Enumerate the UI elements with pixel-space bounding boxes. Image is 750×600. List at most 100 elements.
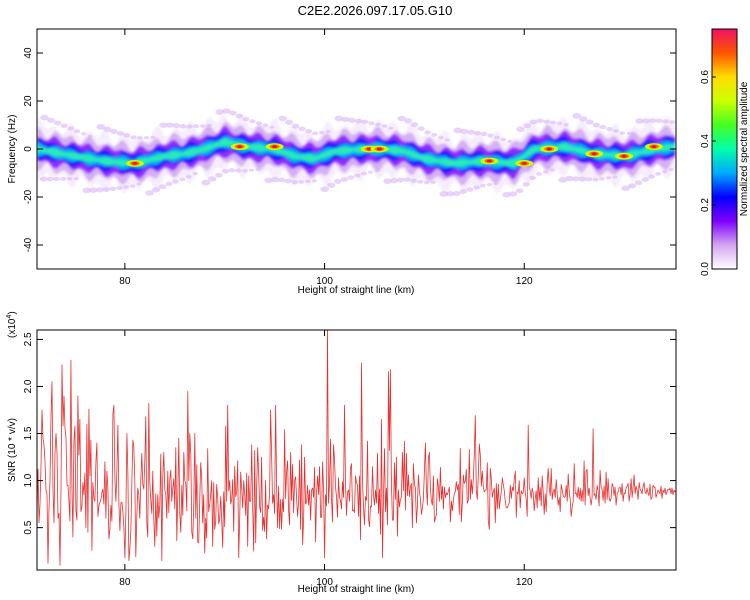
spectrogram-speckle [542, 170, 549, 174]
colorbar-tick-label-1: 0.2 [700, 198, 711, 212]
spectrogram-speckle [486, 182, 493, 187]
spectrogram-contour-5 [37, 138, 675, 168]
spectrogram-speckle [417, 179, 424, 184]
spectrogram-y-label: Frequency (Hz) [7, 115, 18, 184]
spectrogram-x-tick-label-2: 120 [516, 276, 533, 287]
colorbar-label: Normalized spectral amplitude [739, 81, 750, 216]
spectrogram-speckle [397, 115, 406, 122]
spectrogram-speckle [186, 124, 193, 129]
spectrogram-speckle [215, 109, 225, 115]
spectrogram-speckle [305, 129, 312, 134]
spectrogram-y-ticks: -40 -20 0 20 40 [23, 47, 676, 252]
snr-x-label: Height of straight line (km) [298, 584, 415, 595]
spectrogram-speckle [221, 168, 230, 174]
spectrogram-speckle [507, 139, 513, 143]
spectrogram-speckle [585, 177, 593, 182]
spectrogram-speckle [668, 167, 674, 172]
spectrogram-speckle [579, 116, 588, 122]
spectrogram-speckle [550, 120, 557, 125]
spectrogram-speckle [255, 121, 262, 126]
spectrogram-speckle [635, 118, 644, 124]
snr-x-tick-label-1: 100 [316, 577, 333, 588]
spectrogram-speckle [655, 118, 663, 124]
spectrogram-energy-band [37, 113, 675, 194]
snr-y-tick-label-2: 1.5 [23, 426, 34, 440]
spectrogram-speckle [66, 177, 73, 181]
spectrogram-speckle [95, 187, 104, 193]
spectrogram-speckle [453, 127, 463, 134]
spectrogram-speckle [214, 172, 223, 178]
spectrogram-speckle [298, 126, 306, 132]
spectrogram-speckle [669, 120, 676, 124]
spectrogram-speckle [325, 129, 331, 134]
spectrogram-speckle [466, 187, 474, 192]
spectrogram-speckle [47, 117, 56, 123]
snr-y-tick-label-0: 0.5 [23, 520, 34, 534]
spectrogram-speckle [327, 182, 336, 188]
spectrogram-speckle [74, 129, 81, 134]
snr-frame [36, 329, 677, 571]
spectrogram-speckle [515, 188, 524, 194]
spectrogram-speckle [598, 176, 605, 181]
spectrogram-speckle [39, 176, 48, 182]
snr-y-tick-label-3: 2.0 [23, 379, 34, 393]
spectrogram-speckle [248, 168, 255, 172]
spectrogram-speckle [410, 122, 419, 128]
spectrogram-speckle [255, 167, 261, 171]
spectrogram-panel: 80 100 120 -40 -20 0 20 40 Height of straight … [7, 28, 677, 296]
spectrogram-speckle [109, 186, 117, 191]
spectrogram-speckle [641, 177, 649, 182]
spectrogram-speckle [206, 123, 212, 127]
spectrogram-speckle [271, 176, 280, 183]
spectrogram-speckle [46, 176, 54, 182]
spectrogram-speckle [129, 184, 136, 188]
spectrogram-speckle [201, 179, 211, 186]
spectrogram-speckle [269, 125, 275, 129]
spectrogram-speckle [150, 135, 156, 139]
spectrogram-speckle [145, 190, 154, 196]
snr-series-line [37, 330, 676, 566]
spectrogram-speckle [558, 176, 568, 183]
spectrogram-speckle [123, 133, 131, 138]
spectrogram-speckle [523, 122, 532, 129]
snr-y-ticks: 0.5 1.0 1.5 2.0 2.5 [23, 332, 676, 535]
spectrogram-speckle [479, 183, 486, 188]
spectrogram-speckle [193, 124, 200, 129]
spectrogram-speckle [592, 177, 599, 182]
spectrogram-speckle [606, 127, 613, 132]
spectrogram-speckle [354, 118, 363, 124]
colorbar-tick-label-0: 0.0 [700, 262, 711, 276]
spectrogram-speckle [158, 184, 167, 190]
spectrogram-speckle [585, 119, 594, 125]
spectrogram-speckle [592, 122, 601, 128]
spectrogram-speckle [222, 108, 231, 114]
snr-y-label: SNR (10 * v/v) [7, 418, 18, 482]
spectrogram-speckle [318, 130, 325, 135]
spectrogram-speckle [543, 119, 550, 124]
spectrogram-speckle [87, 134, 93, 138]
spectrogram-speckle [228, 110, 237, 116]
spectrogram-speckle [284, 178, 292, 184]
spectrogram-speckle [298, 180, 305, 184]
spectrogram-speckle [320, 186, 330, 193]
spectrogram-speckle [143, 136, 150, 140]
spectrogram-speckle [165, 181, 173, 187]
spectrogram-speckle [388, 126, 394, 130]
spectrogram-speckle [661, 169, 668, 174]
colorbar-tick-label-2: 0.4 [700, 134, 711, 148]
spectrogram-speckle [473, 130, 482, 136]
spectrogram-speckle [60, 176, 67, 181]
spectrogram-speckle [116, 185, 123, 190]
spectrogram-speckle [185, 174, 192, 179]
spectrogram-speckle [655, 171, 662, 176]
spectrogram-speckle [152, 187, 161, 193]
spectrogram-peak-2 [272, 145, 278, 149]
spectrogram-speckle [333, 178, 342, 184]
spectrogram-y-tick-label-0: -40 [23, 237, 34, 252]
spectrogram-y-tick-label-1: -20 [23, 189, 34, 204]
spectrogram-speckle [347, 117, 356, 123]
spectrogram-speckle [522, 182, 530, 187]
spectrogram-speckle [612, 175, 618, 179]
snr-y-multiplier: (x104) [6, 311, 18, 338]
spectrogram-x-ticks: 80 100 120 [119, 29, 533, 287]
